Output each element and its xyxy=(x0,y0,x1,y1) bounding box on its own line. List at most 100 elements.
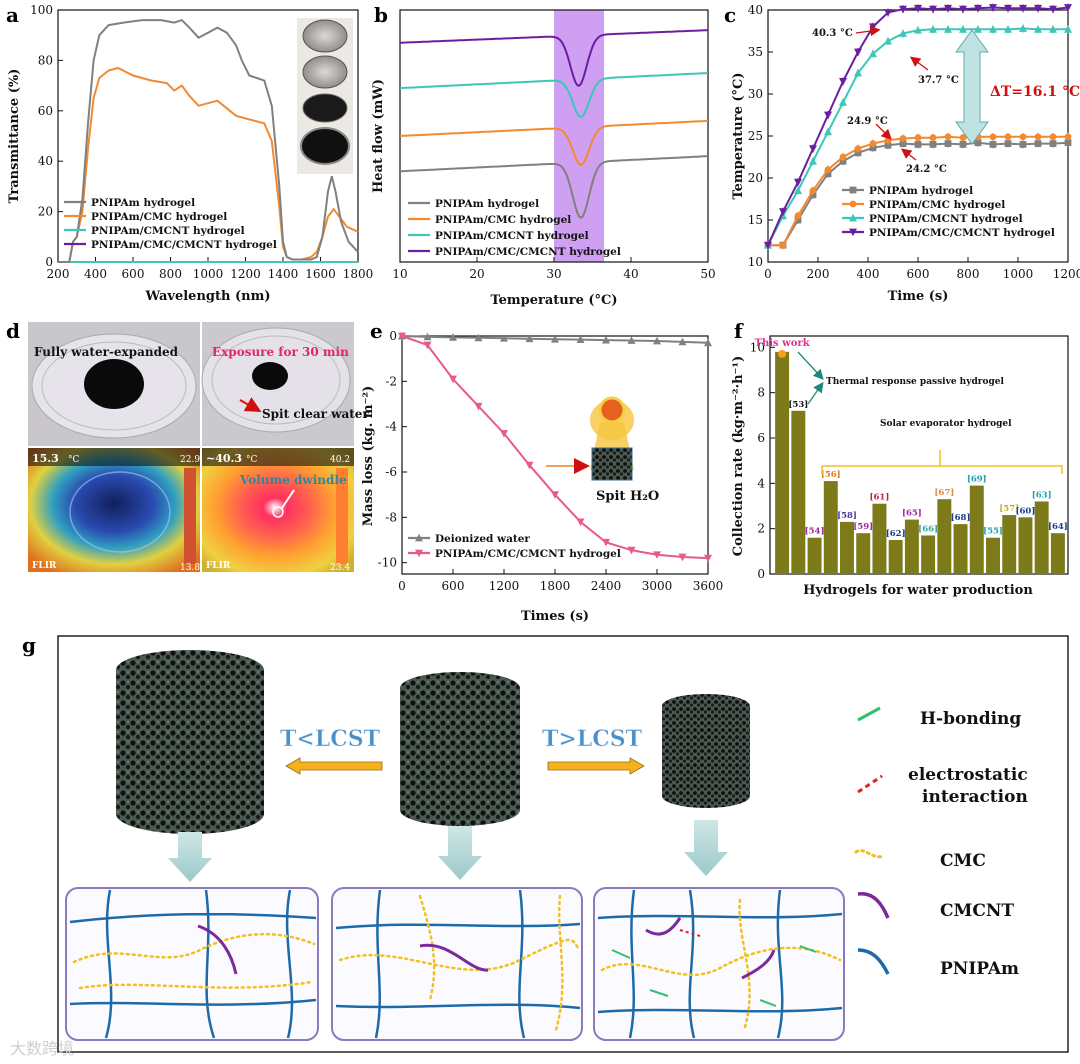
petri-rim-left xyxy=(41,341,187,431)
chart-c-point xyxy=(929,134,937,142)
gel-shrunk xyxy=(662,694,750,808)
chart-e-point xyxy=(551,491,559,499)
chart-c-point xyxy=(794,212,802,220)
chart-a-series-line xyxy=(58,66,359,263)
chart-e-point xyxy=(449,375,457,384)
annotation-delta-t: ΔT=16.1 °C xyxy=(990,84,1080,100)
hydrogel-cube xyxy=(591,447,633,481)
network-swollen xyxy=(65,887,319,1041)
chart-f-bar xyxy=(840,521,854,574)
panel-label-a: a xyxy=(6,3,19,27)
chart-e-point xyxy=(678,553,687,562)
chart-b-ylabel: Heat flow (mW) xyxy=(371,79,386,193)
chart-f-bar-label: [69] xyxy=(967,475,987,485)
arrow-right xyxy=(547,757,645,775)
chart-c-point xyxy=(914,4,922,13)
disc-cmcnt xyxy=(302,93,348,123)
chart-f-bar xyxy=(1002,515,1017,574)
chart-f-xlabel: Hydrogels for water production xyxy=(803,583,1033,598)
chart-e-xtick-label: 3600 xyxy=(693,579,724,593)
chart-f-bar-label: [66] xyxy=(918,524,938,534)
chart-f-bar xyxy=(986,537,1000,574)
chart-e-ytick-label: -8 xyxy=(385,510,397,524)
cmcnt-left xyxy=(197,924,238,975)
chart-c-point xyxy=(899,5,907,14)
ir-brand-left: FLIR xyxy=(32,561,57,571)
chart-f-bar-label: [58] xyxy=(837,511,857,521)
chart-c-point xyxy=(989,141,997,148)
chart-c-point xyxy=(824,127,832,136)
ir-header-right xyxy=(202,448,354,466)
chart-e-point xyxy=(398,332,406,341)
label-fully-expanded: Fully water-expanded xyxy=(34,345,179,359)
chart-b-series-line xyxy=(399,119,709,167)
gel-shrunk-bottom xyxy=(662,784,750,808)
chart-f-bar-label: [59] xyxy=(853,522,873,532)
chart-c-ytick-label: 35 xyxy=(748,45,763,59)
chart-a-xtick-label: 600 xyxy=(122,267,145,281)
chart-c-point xyxy=(959,141,967,148)
chart-c-point xyxy=(1004,4,1012,13)
chart-c-point xyxy=(959,5,967,14)
cmc-chains-center xyxy=(338,894,582,1032)
pnipam-chains-right xyxy=(597,889,843,1039)
sample-photos xyxy=(297,18,353,174)
chart-e-xtick-label: 2400 xyxy=(591,579,622,593)
lcst-highlight-band xyxy=(554,10,605,262)
chart-a-ylabel: Transmittance (%) xyxy=(7,69,22,204)
chart-e-ytick-label: 0 xyxy=(389,329,397,343)
chart-e-ytick-label: -10 xyxy=(378,556,397,570)
delta-t-arrow xyxy=(955,29,989,145)
chart-a-ytick-label: 0 xyxy=(45,255,53,269)
chart-a-ytick-label: 20 xyxy=(38,205,53,219)
ir-left-max: 22.9 xyxy=(180,455,200,465)
ir-brand-right: FLIR xyxy=(206,561,231,571)
chart-f-bar-label: [67] xyxy=(934,488,954,498)
chart-f-bar xyxy=(921,535,936,574)
chart-f-bar-label: [65] xyxy=(902,509,922,519)
gel-original xyxy=(400,672,520,826)
chart-f-bar xyxy=(823,481,838,574)
chart-f-ytick-label: 6 xyxy=(757,431,765,445)
chart-c-point xyxy=(1064,4,1072,12)
chart-e-legend-marker xyxy=(415,549,423,558)
chart-f-bar xyxy=(807,537,822,574)
chart-c-point xyxy=(869,49,877,58)
chart-c-point xyxy=(854,149,862,157)
annotation-thermal: Thermal response passive hydrogel xyxy=(826,377,1005,387)
disc-cmc xyxy=(302,55,348,89)
chart-b-xlabel: Temperature (°C) xyxy=(490,293,617,308)
ir-image-right xyxy=(202,448,354,572)
chart-c-xtick-label: 1200 xyxy=(1053,267,1080,281)
chart-e-point xyxy=(500,430,508,438)
chart-c-point xyxy=(944,25,952,33)
chart-c-point xyxy=(1019,141,1027,148)
gel-swollen-body xyxy=(116,670,264,814)
chart-c-point xyxy=(869,140,877,147)
panel-label-g: g xyxy=(22,633,36,657)
legend-cmcnt: CMCNT xyxy=(940,901,1014,921)
chart-c-xtick-label: 400 xyxy=(857,267,880,281)
ir-left-min: 13.8 xyxy=(180,563,200,573)
gel-swollen xyxy=(116,650,264,834)
chart-c-point xyxy=(914,134,922,142)
chart-c-point xyxy=(929,5,937,14)
chart-a-ytick-label: 100 xyxy=(30,3,53,17)
evaporation-inset: Spit H₂O xyxy=(546,396,659,504)
chart-e-point xyxy=(449,333,457,341)
chart-c-point xyxy=(794,186,802,194)
label-volume-dwindle: Volume dwindle xyxy=(239,473,347,487)
chart-c-xtick-label: 200 xyxy=(807,267,830,281)
cmcnt-right xyxy=(645,917,776,980)
chart-a-xtick-label: 1400 xyxy=(268,267,299,281)
chart-f-bar xyxy=(937,499,952,574)
disc-pnipam xyxy=(302,19,348,53)
chart-c-point xyxy=(809,145,817,153)
chart-c-legend-marker xyxy=(849,186,857,194)
inset-label: Spit H₂O xyxy=(596,489,659,504)
chart-f-bar-label: [53] xyxy=(788,400,808,410)
label-spit-water: Spit clear water xyxy=(262,407,369,421)
chart-f-ylabel: Collection rate (kg·m⁻²·h⁻¹) xyxy=(731,356,746,557)
chart-c-legend-marker xyxy=(849,228,857,237)
chart-c-point xyxy=(854,68,862,77)
